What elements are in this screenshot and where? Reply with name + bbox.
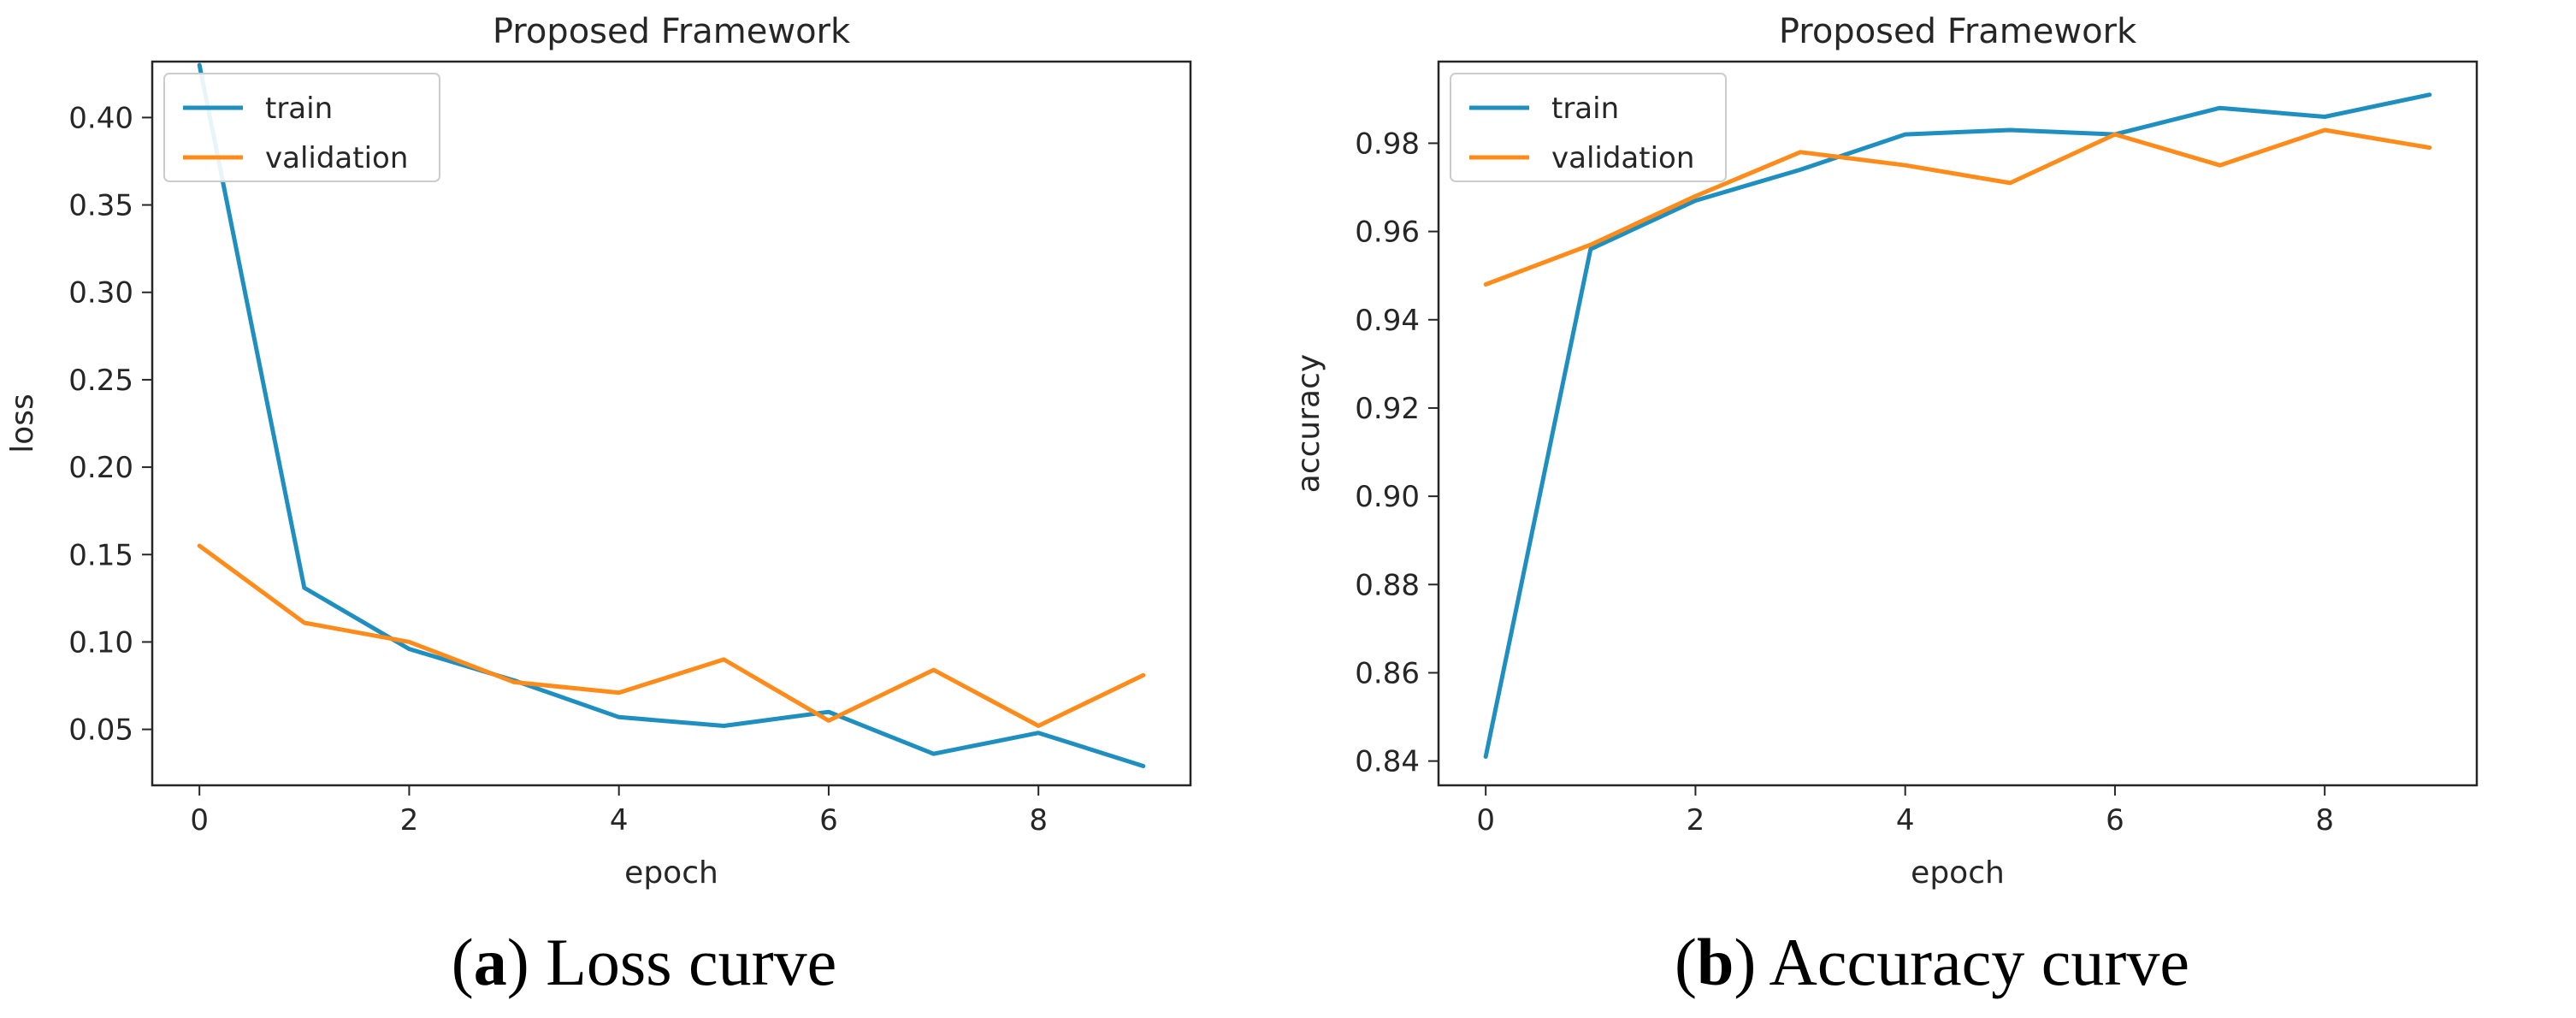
chart-b-legend-label-validation: validation xyxy=(1551,141,1694,175)
chart-b-xtick-label: 2 xyxy=(1687,803,1705,837)
chart-b-xtick-label: 0 xyxy=(1476,803,1495,837)
chart-b-legend-label-train: train xyxy=(1551,92,1619,126)
chart-a-ytick-label: 0.30 xyxy=(68,276,133,311)
chart-a-ylabel: loss xyxy=(5,394,40,453)
chart-a-xlabel: epoch xyxy=(624,855,718,891)
chart-a-title: Proposed Framework xyxy=(493,12,851,51)
chart-a-xtick-label: 6 xyxy=(819,803,838,837)
chart-b-legend: train validation xyxy=(1450,73,1727,182)
chart-b-line-validation xyxy=(1483,127,2432,287)
chart-b: Proposed Framework 0 2 4 6 8 0.84 0.86 0.88 0.90 0… xyxy=(1291,12,2479,891)
chart-a-legend: train validation xyxy=(163,73,440,182)
caption-a: (a) Loss curve xyxy=(451,925,837,999)
chart-b-ytick-label: 0.90 xyxy=(1355,480,1420,514)
chart-b-title: Proposed Framework xyxy=(1779,12,2137,51)
chart-b-ytick-label: 0.96 xyxy=(1355,216,1420,250)
chart-a-ytick-label: 0.40 xyxy=(68,101,133,135)
caption-b: (b) Accuracy curve xyxy=(1674,925,2190,999)
chart-a-legend-label-validation: validation xyxy=(265,141,408,175)
chart-a-ytick-label: 0.05 xyxy=(68,713,133,748)
chart-a-ytick-label: 0.15 xyxy=(68,538,133,572)
chart-b-ytick-label: 0.86 xyxy=(1355,656,1420,690)
chart-b-xtick-label: 4 xyxy=(1896,803,1915,837)
chart-a-frame xyxy=(151,60,1192,787)
chart-b-legend-box xyxy=(1450,73,1727,182)
chart-b-ytick-label: 0.98 xyxy=(1355,127,1420,161)
chart-a-ytick-label: 0.10 xyxy=(68,625,133,660)
chart-a-ytick-label: 0.25 xyxy=(68,364,133,398)
chart-b-ylabel: accuracy xyxy=(1291,354,1326,493)
chart-a-xtick-label: 2 xyxy=(400,803,419,837)
chart-a: Proposed Framework 0 2 4 6 8 0.05 0.10 0.15 0.20 0… xyxy=(5,12,1192,891)
chart-a-xtick-label: 4 xyxy=(610,803,629,837)
chart-b-xtick-label: 6 xyxy=(2106,803,2124,837)
chart-b-ytick-label: 0.92 xyxy=(1355,392,1420,426)
chart-a-line-validation xyxy=(197,543,1146,728)
chart-b-xtick-label: 8 xyxy=(2315,803,2334,837)
chart-a-line-train xyxy=(197,62,1146,768)
chart-a-legend-label-train: train xyxy=(265,92,333,126)
chart-a-ytick-label: 0.35 xyxy=(68,189,133,223)
chart-b-line-train xyxy=(1483,92,2432,759)
chart-a-xtick-label: 0 xyxy=(190,803,209,837)
chart-b-xlabel: epoch xyxy=(1911,855,2005,891)
chart-b-ytick-label: 0.88 xyxy=(1355,568,1420,602)
chart-a-ytick-label: 0.20 xyxy=(68,451,133,485)
chart-a-legend-box xyxy=(163,73,440,182)
chart-a-xtick-label: 8 xyxy=(1029,803,1048,837)
chart-b-ytick-label: 0.94 xyxy=(1355,304,1420,338)
chart-b-ytick-label: 0.84 xyxy=(1355,745,1420,779)
chart-b-frame xyxy=(1437,60,2479,787)
